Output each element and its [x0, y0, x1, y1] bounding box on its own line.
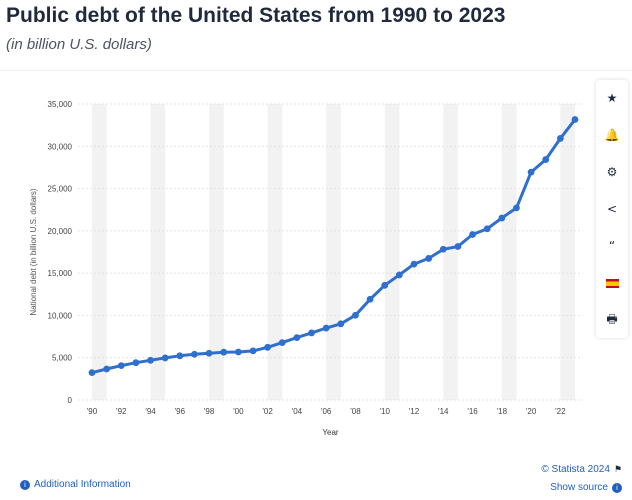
data-point — [469, 231, 476, 238]
data-point — [542, 156, 550, 163]
gear-icon[interactable]: ⚙ — [606, 165, 618, 179]
y-tick-label: 20,000 — [48, 227, 73, 236]
x-tick-label: '22 — [555, 407, 566, 416]
x-tick-label: '02 — [262, 407, 273, 416]
y-tick-label: 5,000 — [52, 354, 73, 363]
x-tick-label: '90 — [87, 407, 98, 416]
data-point — [556, 135, 564, 142]
data-point — [191, 350, 198, 358]
chart-toolbar: ★ 🔔 ⚙ < “ 🖶 — [596, 80, 628, 338]
data-point — [88, 369, 96, 377]
data-point — [278, 339, 286, 347]
gridlines — [78, 103, 583, 401]
x-tick-label: '94 — [145, 407, 156, 416]
column-band — [92, 104, 107, 400]
column-band — [501, 104, 517, 400]
data-point — [220, 348, 228, 356]
data-point — [527, 168, 535, 176]
debt-line-chart: 0 5,000 10,000 15,000 20,000 25,000 30,000 35,0… — [29, 100, 583, 437]
copyright-line[interactable]: © Statista 2024 ⚑ — [541, 461, 622, 479]
x-tick-label: '08 — [350, 407, 361, 416]
data-point — [308, 329, 315, 337]
x-axis-label: Year — [322, 428, 339, 437]
column-band — [209, 104, 224, 400]
data-point — [513, 204, 520, 212]
data-point — [498, 214, 506, 222]
page-subtitle: (in billion U.S. dollars) — [6, 36, 152, 53]
data-point — [381, 281, 389, 289]
quote-icon[interactable]: “ — [608, 239, 616, 253]
copyright-text: © Statista 2024 — [541, 464, 610, 475]
share-icon[interactable]: < — [606, 202, 618, 216]
info-icon: i — [612, 483, 622, 493]
report-flag-icon[interactable]: ⚑ — [613, 465, 622, 475]
column-band — [384, 104, 400, 400]
data-point — [571, 116, 579, 123]
data-point — [132, 359, 140, 367]
print-icon[interactable]: 🖶 — [606, 311, 618, 326]
data-point — [234, 348, 242, 356]
y-tick-label: 25,000 — [48, 185, 73, 194]
x-tick-label: '10 — [380, 407, 391, 416]
series-points — [88, 116, 579, 377]
data-point — [483, 225, 491, 233]
y-tick-label: 10,000 — [48, 311, 73, 320]
x-tick-label: '00 — [233, 407, 244, 416]
y-axis-ticks: 0 5,000 10,000 15,000 20,000 25,000 30,000 35,0… — [48, 100, 73, 405]
x-tick-label: '06 — [321, 407, 332, 416]
star-icon[interactable]: ★ — [606, 91, 618, 105]
y-tick-label: 30,000 — [48, 142, 73, 151]
data-point — [322, 324, 330, 332]
data-point — [205, 349, 213, 357]
data-point — [249, 347, 257, 355]
x-tick-label: '04 — [292, 407, 303, 416]
data-point — [395, 271, 403, 279]
data-point — [352, 311, 359, 319]
y-axis-label: National debt (in billion U.S. dollars) — [29, 188, 38, 316]
additional-information-label: Additional Information — [34, 479, 131, 490]
data-point — [103, 365, 111, 373]
series-line — [91, 118, 577, 375]
data-point — [410, 260, 418, 268]
x-tick-label: '96 — [175, 407, 186, 416]
y-tick-label: 15,000 — [48, 269, 73, 278]
data-point — [161, 354, 169, 362]
data-point — [264, 343, 272, 351]
data-point — [366, 295, 374, 303]
data-point — [176, 352, 184, 360]
x-tick-label: '12 — [409, 407, 420, 416]
data-point — [147, 356, 154, 364]
x-tick-label: '18 — [497, 407, 508, 416]
additional-information-link[interactable]: i Additional Information — [20, 479, 131, 490]
data-point — [337, 320, 345, 328]
column-band — [326, 104, 341, 400]
show-source-label: Show source — [550, 482, 608, 493]
x-tick-label: '98 — [204, 407, 215, 416]
data-point — [454, 243, 462, 250]
x-tick-label: '20 — [526, 407, 537, 416]
data-point — [293, 334, 301, 341]
info-icon: i — [20, 479, 30, 490]
spain-flag-icon[interactable] — [596, 267, 628, 299]
show-source-link[interactable]: Show source i — [541, 479, 622, 497]
column-band — [560, 104, 575, 400]
page-title: Public debt of the United States from 19… — [6, 4, 506, 27]
x-tick-label: '14 — [438, 407, 449, 416]
column-band — [443, 104, 458, 400]
source-area: © Statista 2024 ⚑ Show source i — [541, 461, 622, 497]
bell-icon[interactable]: 🔔 — [604, 128, 620, 142]
y-tick-label: 0 — [68, 396, 73, 405]
column-band — [150, 104, 166, 400]
y-tick-label: 35,000 — [48, 100, 73, 109]
x-tick-label: '16 — [467, 407, 478, 416]
data-point — [439, 245, 447, 253]
data-point — [425, 255, 433, 262]
x-axis-ticks: '90 '92 '94 '96 '98 '00 '02 '04 '06 '08 '10 '12 '14 '… — [87, 407, 566, 416]
x-tick-label: '92 — [116, 407, 127, 416]
data-point — [117, 362, 125, 370]
column-band — [267, 104, 283, 400]
